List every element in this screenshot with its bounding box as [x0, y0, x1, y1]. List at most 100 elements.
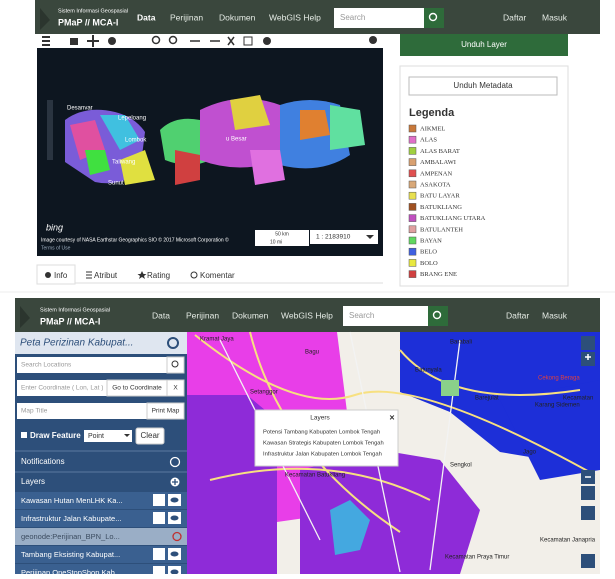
- map-control[interactable]: [581, 336, 595, 350]
- print-button[interactable]: [146, 402, 185, 420]
- nav-link[interactable]: Data: [152, 310, 170, 320]
- layers-popup: [254, 409, 399, 467]
- tool[interactable]: [70, 38, 78, 45]
- layers-header[interactable]: Layers: [21, 477, 45, 486]
- layer-row[interactable]: [15, 528, 187, 545]
- layer-row[interactable]: [15, 492, 187, 509]
- tool[interactable]: [87, 35, 99, 47]
- tab[interactable]: Rating: [147, 271, 170, 280]
- popup-item[interactable]: Potensi Tambang Kabupaten Lombok Tengah: [263, 430, 380, 436]
- tool[interactable]: [108, 37, 116, 45]
- place-label: Kecamatan Janapria: [540, 538, 596, 544]
- nav-link[interactable]: WebGIS Help: [281, 310, 333, 320]
- button-label: Clear: [140, 431, 159, 440]
- tool[interactable]: [168, 35, 178, 45]
- nav-link[interactable]: Perijinan: [186, 310, 219, 320]
- search-button[interactable]: [166, 356, 185, 374]
- search-input[interactable]: [334, 8, 424, 28]
- layer-name: geonode:Perijinan_BPN_Lo...: [21, 532, 120, 541]
- clear-coordinate-button[interactable]: [166, 379, 185, 397]
- popup-item[interactable]: Infrastruktur Jalan Kabupaten Lombok Ten…: [263, 452, 382, 458]
- map-label: Desanvar: [67, 106, 93, 112]
- draw-feature-label: Draw Feature: [30, 431, 81, 440]
- legend-swatch: [408, 247, 417, 256]
- nav-right[interactable]: Masuk: [542, 310, 568, 320]
- checkbox[interactable]: [21, 432, 27, 438]
- brand-subtitle: Sistem Informasi Geospasial: [58, 8, 128, 14]
- notifications-header[interactable]: Notifications: [21, 457, 65, 466]
- tab[interactable]: Info: [54, 271, 68, 280]
- placeholder: Map Title: [21, 408, 48, 415]
- nav-right[interactable]: Masuk: [542, 12, 568, 22]
- nav-right[interactable]: Daftar: [506, 310, 529, 320]
- nav-link[interactable]: Data: [137, 12, 156, 22]
- legend-label: BELO: [420, 249, 437, 256]
- search-button[interactable]: [424, 8, 444, 28]
- clear-button[interactable]: [135, 427, 165, 445]
- edit-button[interactable]: [153, 512, 165, 524]
- map-title-input[interactable]: [17, 403, 147, 419]
- nav-link[interactable]: WebGIS Help: [269, 12, 321, 22]
- edit-button[interactable]: [153, 566, 165, 578]
- legend-swatch: [408, 158, 417, 166]
- logo: [40, 8, 50, 30]
- tab[interactable]: Atribut: [94, 271, 118, 280]
- layer-row[interactable]: [15, 510, 187, 527]
- scale-select[interactable]: [310, 230, 378, 244]
- edit-button[interactable]: [153, 548, 165, 560]
- edit-button[interactable]: [153, 494, 165, 506]
- popup-close[interactable]: ×: [389, 412, 394, 422]
- islands: [65, 95, 365, 185]
- sidebar-header: [15, 332, 187, 354]
- search-button[interactable]: [428, 306, 448, 326]
- refresh-icon[interactable]: [167, 337, 179, 349]
- map-control[interactable]: [581, 506, 595, 520]
- tab[interactable]: Komentar: [200, 271, 235, 280]
- coordinate-input[interactable]: [17, 380, 107, 396]
- zoom-slider[interactable]: [47, 100, 53, 160]
- terms-link[interactable]: Terms of Use: [41, 245, 71, 251]
- layer-name: Infrastruktur Jalan Kabupate...: [21, 514, 121, 523]
- nav-right[interactable]: Daftar: [503, 12, 526, 22]
- place-label: Batunyala: [415, 368, 442, 374]
- legend-list: AIKMEL ALAS ALAS BARAT AMBALAWI AMPENAN ASAKO…: [408, 124, 486, 278]
- tool[interactable]: [243, 36, 253, 46]
- search-icon: [428, 12, 438, 22]
- nav-link[interactable]: Dokumen: [219, 12, 256, 22]
- legend-swatch: [408, 259, 417, 267]
- nav-link[interactable]: Perijinan: [170, 12, 203, 22]
- scale-mi: 10 mi: [270, 239, 282, 245]
- legend-label: ALAS: [420, 137, 437, 144]
- disabled-icon: [172, 531, 182, 542]
- place-label: Karang Sidemen: [535, 403, 580, 409]
- map-control[interactable]: [581, 486, 595, 500]
- map-toolbar: [42, 35, 377, 47]
- layer-row[interactable]: [15, 546, 187, 563]
- tool[interactable]: [263, 37, 271, 45]
- brand-title: PMaP // MCA-I: [58, 17, 118, 27]
- legend-label: AMBALAWI: [420, 159, 456, 166]
- scale-bar: [255, 230, 309, 246]
- help-tool[interactable]: [369, 36, 377, 44]
- draw-type-select[interactable]: [84, 430, 132, 442]
- nav-link[interactable]: Dokumen: [232, 310, 269, 320]
- popup-item[interactable]: Kawasan Strategis Kabupaten Lombok Tenga…: [263, 441, 384, 447]
- tool[interactable]: [190, 36, 235, 46]
- tool[interactable]: [151, 35, 161, 45]
- select-value: Point: [88, 433, 104, 440]
- tool[interactable]: [42, 36, 50, 38]
- search-input[interactable]: [343, 306, 428, 326]
- legend-swatch: [408, 180, 417, 189]
- button-label: X: [173, 385, 178, 392]
- scale-km: 50 km: [275, 231, 289, 237]
- legend-label: BATU LAYAR: [420, 193, 460, 200]
- place-label: Jago: [523, 450, 537, 456]
- layer-list: Kawasan Hutan MenLHK Ka... Infrastruktur …: [15, 492, 187, 579]
- legend-label: BAYAN: [420, 237, 442, 244]
- map-control[interactable]: [581, 554, 595, 568]
- download-layer-button[interactable]: [400, 34, 568, 56]
- download-metadata-button[interactable]: [408, 76, 558, 96]
- search-locations-input[interactable]: [17, 357, 167, 373]
- tab-active[interactable]: [36, 264, 76, 285]
